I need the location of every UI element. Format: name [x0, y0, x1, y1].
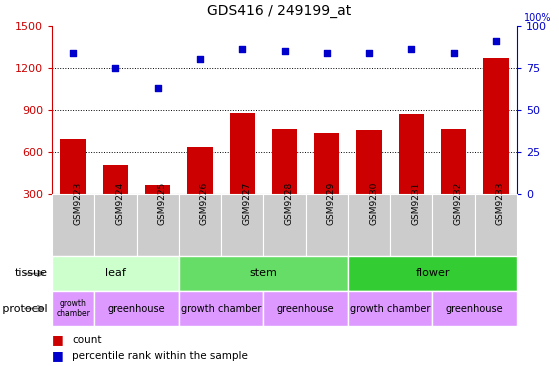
Point: [111, 65, 120, 71]
Point: [449, 50, 458, 56]
Text: GSM9224: GSM9224: [115, 182, 125, 225]
Bar: [272, 130, 297, 194]
Text: leaf: leaf: [105, 269, 126, 279]
Text: greenhouse: greenhouse: [108, 303, 165, 314]
Text: GSM9227: GSM9227: [242, 182, 251, 225]
Text: GSM9226: GSM9226: [200, 182, 209, 225]
Text: GSM9232: GSM9232: [453, 182, 463, 225]
Bar: [187, 147, 212, 194]
Text: growth chamber: growth chamber: [350, 303, 430, 314]
Bar: [441, 130, 466, 194]
Point: [323, 50, 331, 56]
Text: GSM9231: GSM9231: [411, 182, 420, 225]
Point: [491, 38, 500, 44]
Text: GSM9223: GSM9223: [73, 182, 82, 225]
Text: tissue: tissue: [15, 269, 48, 279]
Text: greenhouse: greenhouse: [446, 303, 504, 314]
Text: growth chamber: growth chamber: [181, 303, 261, 314]
Point: [407, 46, 416, 52]
Bar: [483, 58, 509, 194]
Text: flower: flower: [415, 269, 449, 279]
Text: GSM9233: GSM9233: [496, 182, 505, 225]
Point: [280, 48, 289, 54]
Text: growth protocol: growth protocol: [0, 303, 48, 314]
Text: GDS416 / 249199_at: GDS416 / 249199_at: [207, 4, 352, 18]
Point: [196, 56, 205, 62]
Bar: [145, 185, 170, 194]
Bar: [314, 133, 339, 194]
Point: [153, 85, 162, 91]
Text: stem: stem: [249, 269, 277, 279]
Bar: [399, 114, 424, 194]
Text: GSM9230: GSM9230: [369, 182, 378, 225]
Text: GSM9229: GSM9229: [327, 182, 336, 225]
Point: [238, 46, 247, 52]
Text: ■: ■: [52, 350, 64, 362]
Bar: [60, 139, 86, 194]
Bar: [230, 113, 255, 194]
Text: count: count: [72, 335, 102, 345]
Bar: [103, 165, 128, 194]
Text: ■: ■: [52, 333, 64, 347]
Point: [69, 50, 78, 56]
Text: percentile rank within the sample: percentile rank within the sample: [72, 351, 248, 361]
Bar: [357, 130, 382, 194]
Text: GSM9225: GSM9225: [158, 182, 167, 225]
Text: greenhouse: greenhouse: [277, 303, 334, 314]
Point: [364, 50, 373, 56]
Text: growth
chamber: growth chamber: [56, 299, 90, 318]
Text: 100%: 100%: [524, 13, 551, 23]
Text: GSM9228: GSM9228: [285, 182, 293, 225]
